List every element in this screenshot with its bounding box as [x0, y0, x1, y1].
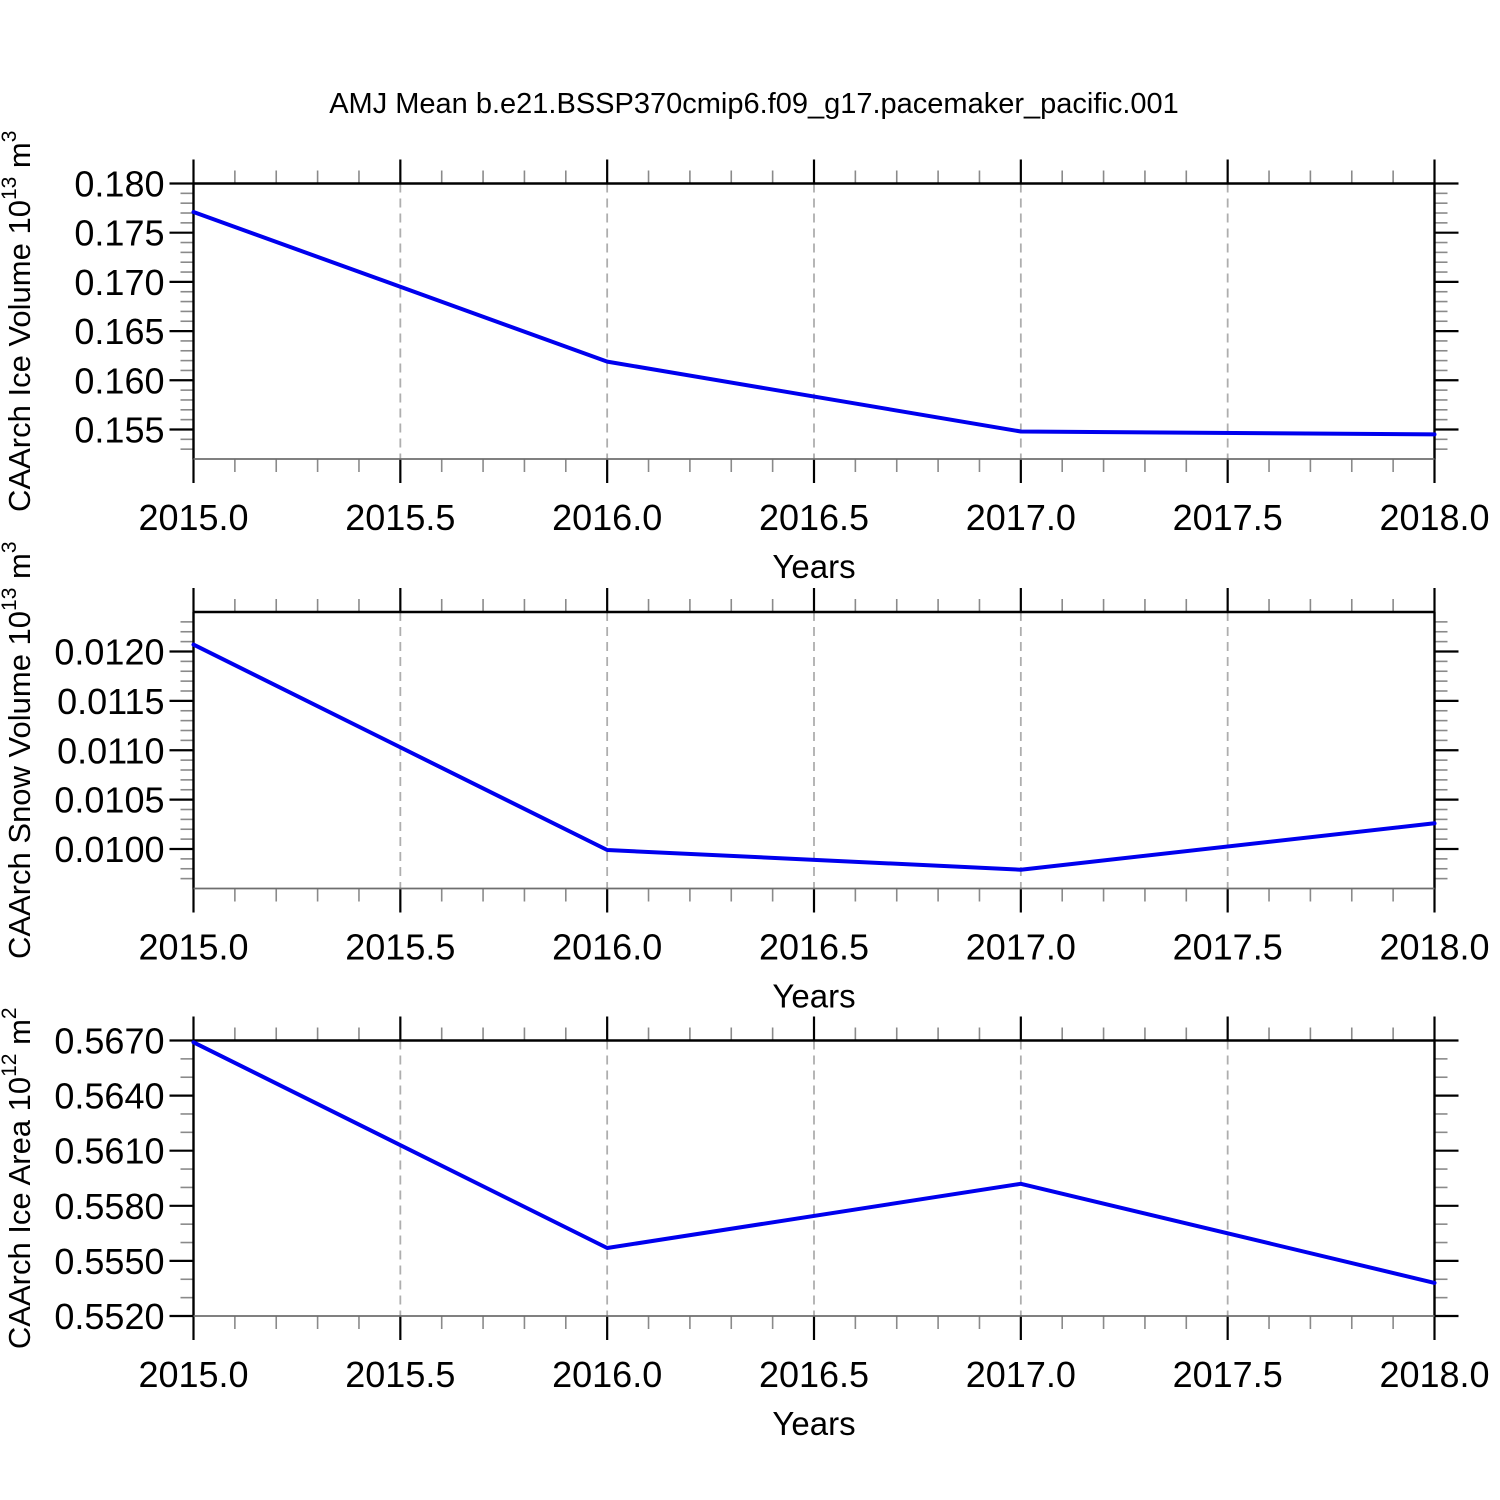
y-tick-label: 0.170: [74, 262, 164, 303]
x-tick-label: 2017.5: [1173, 927, 1283, 968]
x-tick-label: 2016.0: [552, 927, 662, 968]
x-tick-label: 2017.0: [966, 497, 1076, 538]
data-line: [191, 1040, 1437, 1285]
x-tick-label: 2016.5: [759, 497, 869, 538]
x-tick-label: 2018.0: [1379, 497, 1489, 538]
y-axis-title: CAArch Snow Volume 1013 m3: [0, 541, 37, 959]
x-tick-label: 2016.0: [552, 497, 662, 538]
x-axis-title: Years: [772, 978, 855, 1015]
y-tick-label: 0.160: [74, 360, 164, 401]
chart-title: AMJ Mean b.e21.BSSP370cmip6.f09_g17.pace…: [329, 88, 1179, 120]
y-tick-label: 0.0100: [54, 829, 164, 870]
y-tick-label: 0.0110: [57, 730, 164, 771]
plot-panel-1: 0.155 0.160 0.165 0.170 0.175 0.180 2015.0 2015…: [0, 131, 1490, 585]
x-tick-label: 2017.5: [1173, 1354, 1283, 1395]
x-tick-label: 2018.0: [1379, 927, 1489, 968]
plot-panel-2: 0.0100 0.0105 0.0110 0.0115 0.0120 2015.0 2015…: [0, 541, 1490, 1014]
y-tick-label: 0.175: [74, 213, 164, 254]
y-tick-label: 0.155: [74, 409, 164, 450]
x-tick-label: 2015.0: [138, 1354, 248, 1395]
y-tick-label: 0.5520: [54, 1296, 164, 1337]
x-axis-title: Years: [772, 1405, 855, 1442]
x-tick-label: 2015.5: [345, 1354, 455, 1395]
x-tick-label: 2015.0: [138, 497, 248, 538]
y-tick-label: 0.5550: [54, 1241, 164, 1282]
data-line: [191, 642, 1437, 872]
x-tick-label: 2017.5: [1173, 497, 1283, 538]
y-tick-label: 0.180: [74, 164, 164, 205]
y-tick-label: 0.5640: [54, 1076, 164, 1117]
y-tick-label: 0.0120: [54, 632, 164, 673]
x-tick-label: 2016.0: [552, 1354, 662, 1395]
y-tick-label: 0.5580: [54, 1186, 164, 1227]
y-tick-label: 0.0115: [57, 681, 164, 722]
plot-panel-3: 0.5520 0.5550 0.5580 0.5610 0.5640 0.5670 2015…: [0, 1007, 1490, 1442]
data-line: [191, 210, 1437, 437]
x-tick-label: 2015.5: [345, 927, 455, 968]
y-axis-title: CAArch Ice Area 1012 m2: [0, 1007, 37, 1349]
y-tick-label: 0.0105: [54, 780, 164, 821]
y-tick-label: 0.5670: [54, 1021, 164, 1062]
y-axis-title: CAArch Ice Volume 1013 m3: [0, 131, 37, 512]
y-tick-label: 0.165: [74, 311, 164, 352]
y-tick-label: 0.5610: [54, 1131, 164, 1172]
x-axis-title: Years: [772, 548, 855, 585]
x-tick-label: 2015.0: [138, 927, 248, 968]
x-tick-label: 2015.5: [345, 497, 455, 538]
x-tick-label: 2018.0: [1379, 1354, 1489, 1395]
x-tick-label: 2017.0: [966, 927, 1076, 968]
x-tick-label: 2016.5: [759, 927, 869, 968]
x-tick-label: 2016.5: [759, 1354, 869, 1395]
x-tick-label: 2017.0: [966, 1354, 1076, 1395]
